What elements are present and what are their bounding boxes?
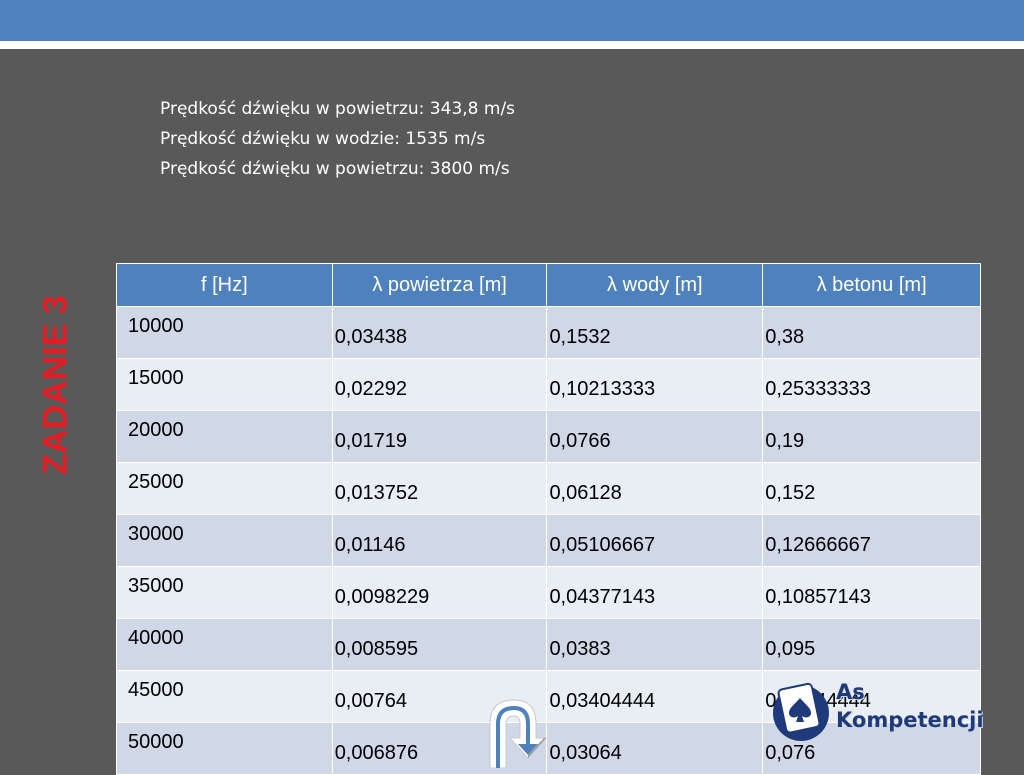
logo-line-2: Kompetencji [836, 708, 984, 732]
cell-water: 0,0766 [546, 410, 764, 463]
cell-water: 0,1532 [546, 306, 764, 359]
cell-concrete: 0,38 [762, 306, 981, 359]
cell-air: 0,008595 [331, 618, 548, 671]
cell-water: 0,05106667 [546, 514, 764, 567]
cell-air: 0,03438 [331, 306, 548, 359]
header-frequency: f [Hz] [116, 263, 333, 307]
cell-air: 0,013752 [331, 462, 548, 515]
speed-info-text: Prędkość dźwięku w powietrzu: 343,8 m/s … [160, 94, 515, 184]
cell-water: 0,03064 [546, 722, 764, 775]
cell-frequency: 25000 [116, 462, 333, 515]
top-accent-bar [0, 0, 1024, 41]
cell-air: 0,02292 [331, 358, 548, 411]
info-line: Prędkość dźwięku w wodzie: 1535 m/s [160, 129, 486, 149]
cell-water: 0,0383 [546, 618, 764, 671]
return-arrow-icon [489, 699, 548, 769]
table-row: 50000 0,006876 0,03064 0,076 [116, 722, 981, 775]
table-row: 30000 0,01146 0,05106667 0,12666667 [116, 514, 981, 567]
cell-concrete: 0,152 [762, 462, 981, 515]
cell-concrete: 0,12666667 [762, 514, 981, 567]
cell-frequency: 30000 [116, 514, 333, 567]
side-title: ZADANIE 3 [36, 295, 75, 475]
cell-frequency: 35000 [116, 566, 333, 619]
header-air: λ powietrza [m] [331, 263, 548, 307]
cell-frequency: 20000 [116, 410, 333, 463]
table-row: 25000 0,013752 0,06128 0,152 [116, 462, 981, 515]
cell-frequency: 45000 [116, 670, 333, 723]
wavelength-table: f [Hz] λ powietrza [m] λ wody [m] λ beto… [116, 263, 981, 775]
return-arrow-button[interactable] [484, 694, 548, 769]
logo-text: As Kompetencji [836, 678, 984, 734]
cell-water: 0,04377143 [546, 566, 764, 619]
info-line: Prędkość dźwięku w powietrzu: 3800 m/s [160, 159, 510, 179]
table-row: 35000 0,0098229 0,04377143 0,10857143 [116, 566, 981, 619]
cell-air: 0,01719 [331, 410, 548, 463]
cell-frequency: 50000 [116, 722, 333, 775]
cell-air: 0,01146 [331, 514, 548, 567]
cell-water: 0,10213333 [546, 358, 764, 411]
cell-water: 0,03404444 [546, 670, 764, 723]
cell-concrete: 0,19 [762, 410, 981, 463]
cell-frequency: 40000 [116, 618, 333, 671]
info-line: Prędkość dźwięku w powietrzu: 343,8 m/s [160, 99, 516, 119]
cell-concrete: 0,095 [762, 618, 981, 671]
top-white-stripe [0, 41, 1024, 49]
table-row: 20000 0,01719 0,0766 0,19 [116, 410, 981, 463]
table-row: 40000 0,008595 0,0383 0,095 [116, 618, 981, 671]
logo-line-1: As [836, 680, 865, 704]
header-water: λ wody [m] [546, 263, 764, 307]
spade-card-icon [773, 682, 829, 741]
cell-air: 0,0098229 [331, 566, 548, 619]
table-row: 15000 0,02292 0,10213333 0,25333333 [116, 358, 981, 411]
cell-water: 0,06128 [546, 462, 764, 515]
cell-frequency: 15000 [116, 358, 333, 411]
table-row: 10000 0,03438 0,1532 0,38 [116, 306, 981, 359]
cell-air: 0,006876 [331, 722, 548, 775]
header-concrete: λ betonu [m] [762, 263, 981, 307]
as-kompetencji-logo: As Kompetencji [770, 676, 1000, 746]
cell-frequency: 10000 [116, 306, 333, 359]
table-row: 45000 0,00764 0,03404444 0,08444444 [116, 670, 981, 723]
cell-concrete: 0,25333333 [762, 358, 981, 411]
cell-concrete: 0,10857143 [762, 566, 981, 619]
table-header-row: f [Hz] λ powietrza [m] λ wody [m] λ beto… [116, 263, 981, 307]
